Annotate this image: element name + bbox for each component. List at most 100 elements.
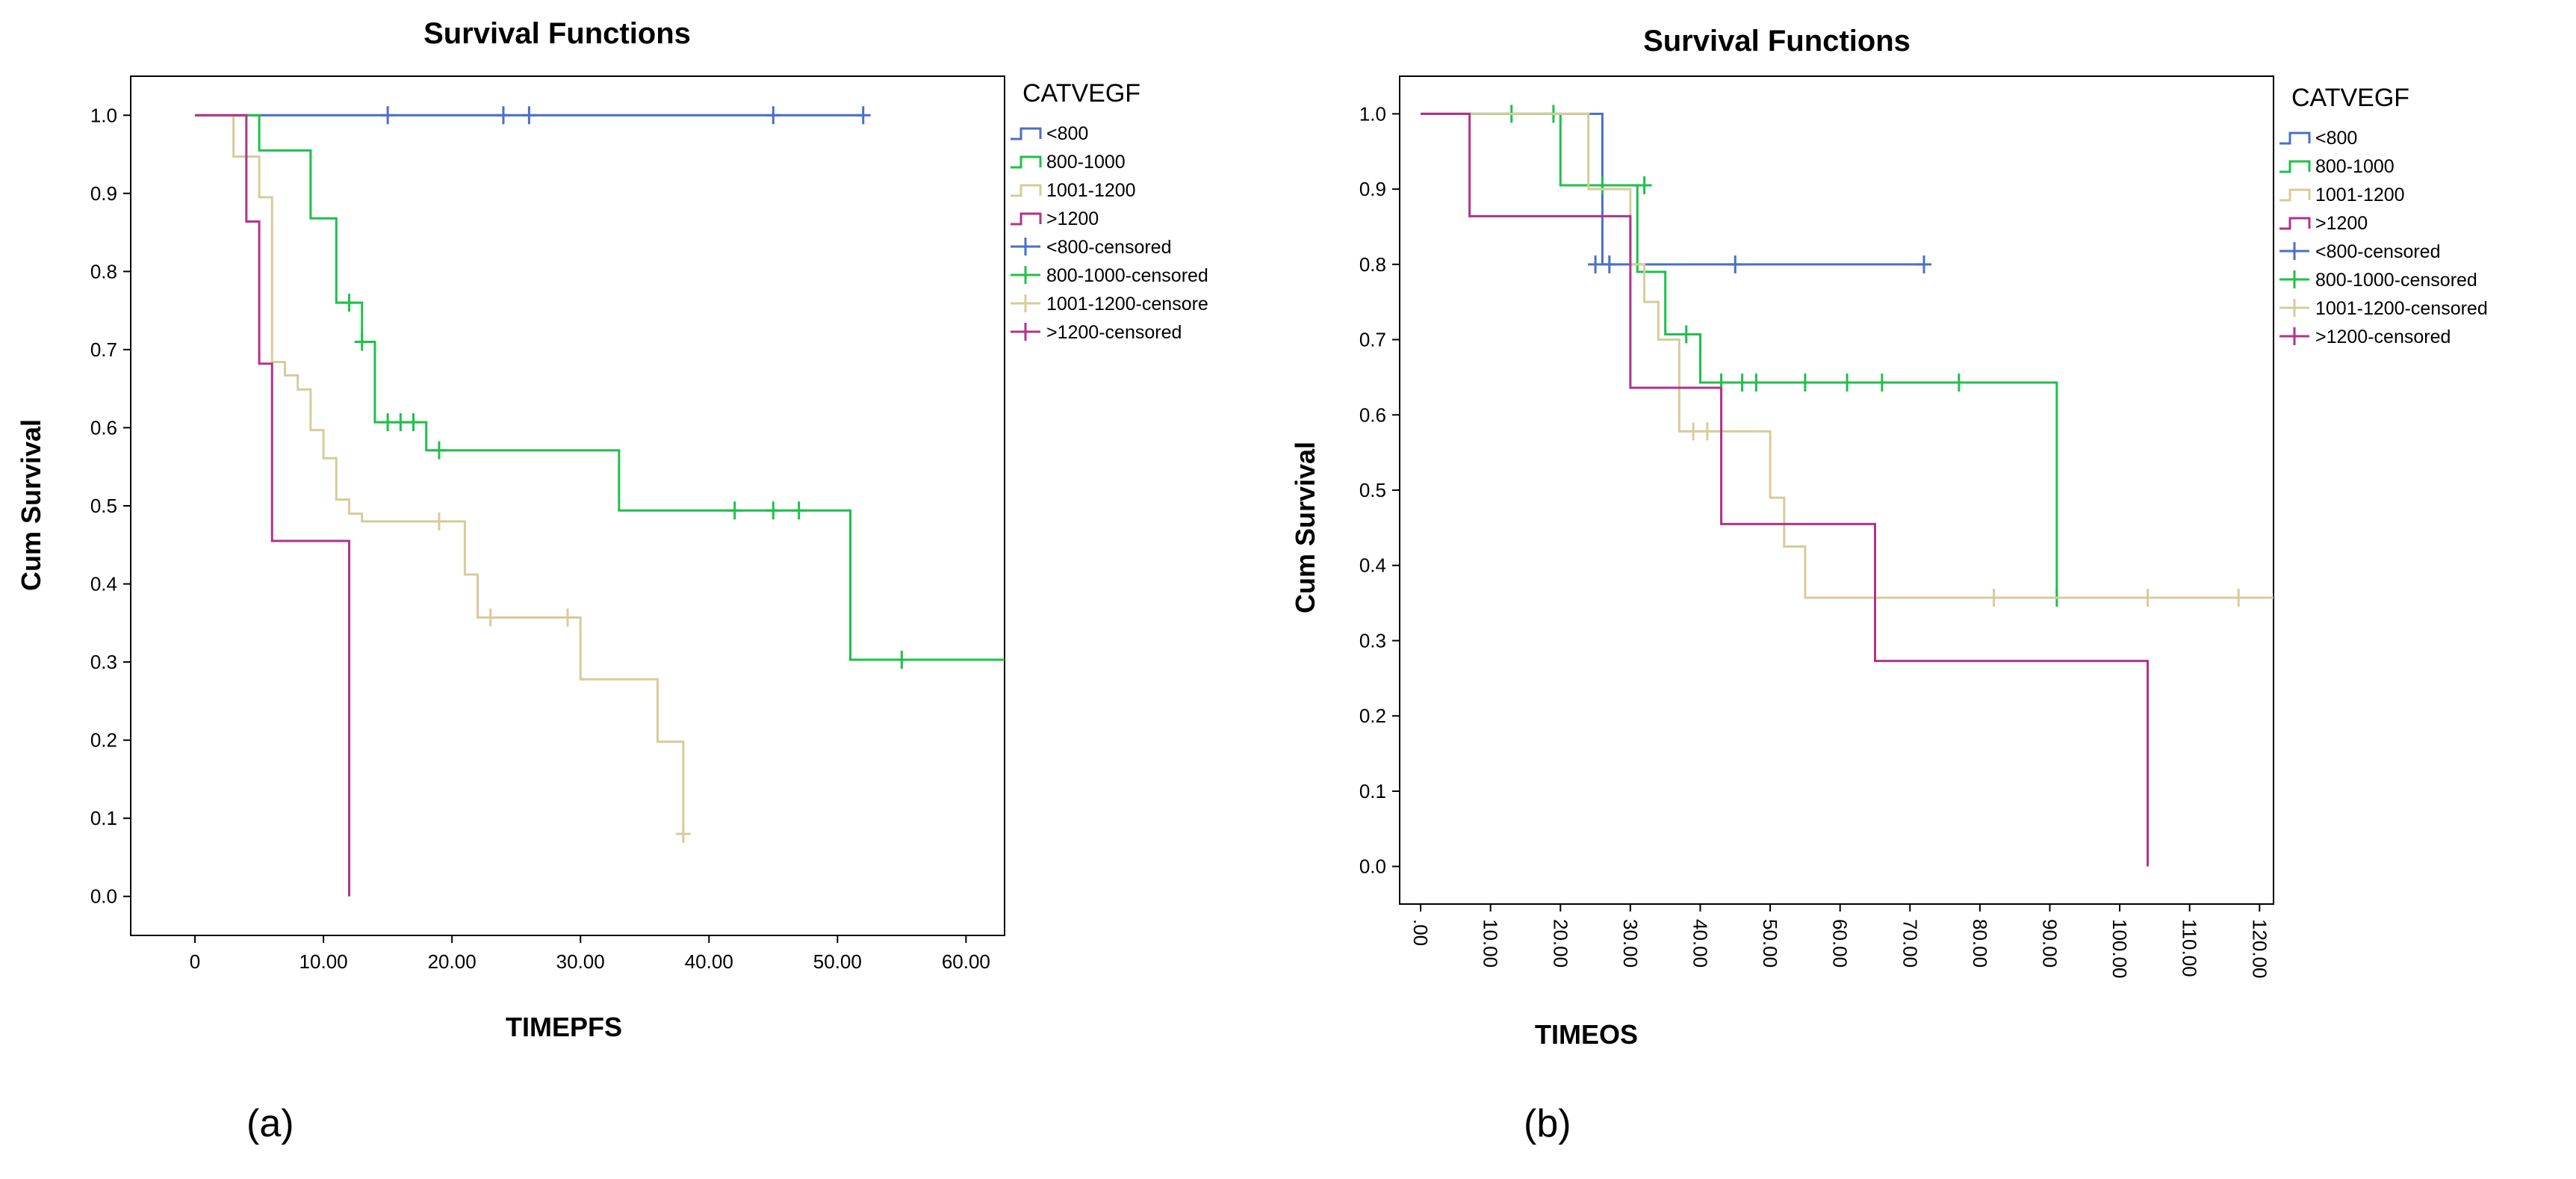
y-tick-label: 0.1: [1359, 780, 1386, 802]
censor-mark: [675, 825, 691, 844]
x-tick-label: 60.00: [1829, 919, 1852, 968]
legend-symbol: [2279, 217, 2311, 230]
censor-mark: [1728, 255, 1743, 273]
legend-symbol: [2279, 270, 2309, 288]
x-tick-label: .00: [1409, 919, 1432, 946]
censor-mark: [380, 413, 396, 432]
x-tick-label: 110.00: [2179, 919, 2201, 977]
x-tick-label: 120.00: [2248, 919, 2271, 979]
legend-entry: <800-censored: [1046, 237, 1171, 258]
x-axis-label: TIMEOS: [1535, 1019, 1638, 1050]
x-tick-label: 90.00: [2038, 919, 2061, 968]
chart-panel-b: Survival Functions 0.0 0.1 0.2 0.3 0.4 0.5 0.6 0…: [1288, 0, 2576, 1179]
legend-symbol: [1011, 323, 1040, 341]
legend-symbol: [2279, 188, 2311, 202]
km-curve-1200: [195, 114, 350, 897]
y-tick-label: 1.0: [1359, 102, 1386, 125]
y-tick-label: 0.3: [90, 651, 117, 673]
y-tick-label: 0.8: [90, 260, 117, 282]
censor-mark: [1699, 422, 1715, 441]
chart-a-svg: Survival Functions 0.0 0.1 0.2 0.3 0.4 0.5 0.6 0…: [16, 17, 1208, 1042]
censor-mark: [1917, 255, 1931, 273]
x-tick-label: 10.00: [300, 950, 348, 973]
legend-symbol: [1011, 155, 1042, 169]
x-tick-label: 80.00: [1969, 919, 1991, 968]
y-tick-label: 0.4: [90, 573, 117, 595]
chart-title: Survival Functions: [423, 17, 691, 50]
y-tick-label: 0.7: [1359, 329, 1386, 351]
censor-mark: [341, 294, 357, 312]
legend-entry: <800-censored: [2315, 241, 2440, 262]
legend-symbol: [2279, 299, 2309, 317]
censor-mark: [1951, 373, 1967, 392]
x-tick-label: 40.00: [1689, 919, 1711, 968]
legend-entry: 800-1000-censored: [1046, 265, 1208, 286]
legend-symbol: [2279, 242, 2309, 260]
chart-b-svg: Survival Functions 0.0 0.1 0.2 0.3 0.4 0.5 0.6 0…: [1290, 25, 2488, 1050]
legend-entry: 1001-1200-censored: [2315, 298, 2488, 319]
y-tick-label: 0.0: [1359, 855, 1386, 878]
x-axis-label: TIMEPFS: [506, 1012, 622, 1042]
x-tick-label: 20.00: [428, 950, 477, 973]
legend-symbol: [1011, 184, 1042, 197]
legend-symbol: [1011, 294, 1040, 312]
plot-frame: [130, 75, 1005, 936]
legend-symbol: [1011, 127, 1042, 140]
x-tick-label: 70.00: [1899, 919, 1921, 968]
censor-mark: [560, 608, 575, 627]
legend-symbol: [1011, 212, 1042, 226]
y-tick-label: 0.1: [90, 807, 117, 829]
legend-symbol: [2279, 327, 2309, 345]
censor-mark: [791, 501, 807, 520]
legend-entry: 1001-1200-censore: [1046, 294, 1208, 315]
censor-mark: [393, 413, 409, 432]
y-tick-label: 0.7: [90, 338, 117, 361]
censor-mark: [1636, 176, 1652, 195]
y-tick-label: 0.2: [90, 729, 117, 752]
x-tick-label: 40.00: [685, 950, 733, 973]
km-curve-1001-1200: [195, 114, 685, 835]
y-axis-label: Cum Survival: [16, 419, 46, 591]
legend-symbol: [1011, 238, 1040, 256]
censor-mark: [1748, 373, 1764, 392]
censor-mark: [766, 106, 781, 125]
y-tick-label: 0.2: [1359, 705, 1386, 727]
legend-title: CATVEGF: [2291, 84, 2409, 112]
y-tick-label: 0.0: [90, 885, 117, 908]
y-tick-label: 1.0: [90, 104, 117, 126]
y-tick-label: 0.4: [1359, 554, 1386, 577]
chart-panel-a: Survival Functions 0.0 0.1 0.2 0.3 0.4 0.5 0.6 0…: [16, 17, 1208, 1145]
censor-mark: [727, 501, 742, 520]
panel-caption-a: (a): [246, 1102, 294, 1145]
censor-mark: [1678, 325, 1694, 344]
legend-entry: <800: [1046, 123, 1088, 144]
censor-mark: [495, 106, 511, 125]
legend-entry: 1001-1200: [2315, 185, 2405, 205]
legend-title: CATVEGF: [1022, 79, 1140, 108]
legend-entry: 800-1000: [1046, 152, 1126, 173]
censor-mark: [766, 501, 781, 520]
censor-mark: [1874, 373, 1890, 392]
legend-symbol: [2279, 160, 2311, 173]
censor-mark: [1595, 176, 1610, 195]
panel-caption-b: (b): [1524, 1102, 1571, 1145]
legend-entry: 1001-1200: [1046, 180, 1136, 201]
legend-symbol: [2279, 131, 2311, 145]
y-tick-label: 0.6: [90, 416, 117, 439]
censor-mark: [431, 441, 447, 459]
km-curve-1001-1200: [1421, 112, 2274, 599]
censor-mark: [2140, 589, 2156, 607]
censor-mark: [2231, 589, 2247, 607]
chart-title: Survival Functions: [1643, 25, 1911, 58]
censor-mark: [354, 332, 370, 351]
y-tick-label: 0.8: [1359, 253, 1386, 276]
x-tick-label: 30.00: [1619, 919, 1642, 968]
censor-mark: [1686, 422, 1701, 441]
x-tick-label: 20.00: [1549, 919, 1571, 968]
censor-mark: [482, 608, 498, 627]
censor-mark: [1588, 255, 1604, 273]
censor-mark: [1840, 373, 1855, 392]
legend-entry: <800: [2315, 128, 2357, 149]
legend-entry: >1200-censored: [2315, 327, 2451, 347]
y-tick-label: 0.6: [1359, 403, 1386, 426]
